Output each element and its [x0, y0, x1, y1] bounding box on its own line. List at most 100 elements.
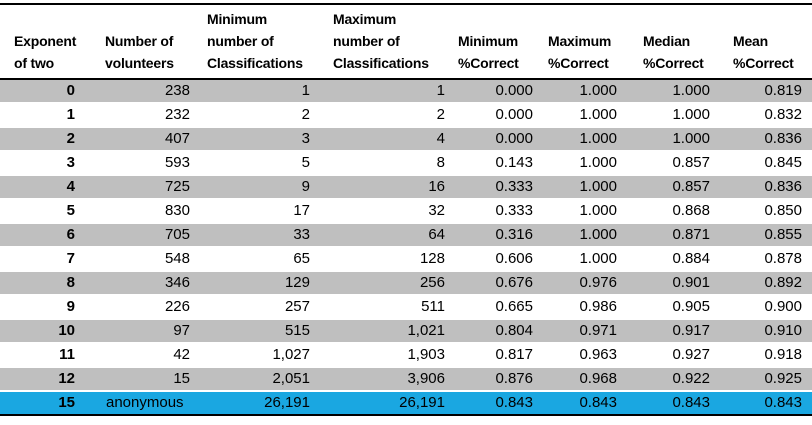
cell-min-pct-correct: 0.000 [455, 80, 543, 104]
table-row: 9 226 257 511 0.665 0.986 0.905 0.900 [0, 296, 812, 320]
cell-number-of-volunteers: 725 [85, 176, 200, 200]
cell-min-classifications: 9 [200, 176, 320, 200]
cell-mean-pct-correct: 0.900 [720, 296, 812, 320]
header-row: Exponent of two Number of volunteers Min… [0, 5, 812, 80]
cell-mean-pct-correct: 0.819 [720, 80, 812, 104]
cell-mean-pct-correct: 0.843 [720, 392, 812, 414]
cell-max-classifications: 16 [320, 176, 455, 200]
cell-min-classifications: 65 [200, 248, 320, 272]
table-row: 8 346 129 256 0.676 0.976 0.901 0.892 [0, 272, 812, 296]
cell-median-pct-correct: 0.905 [627, 296, 720, 320]
cell-max-pct-correct: 1.000 [543, 80, 627, 104]
cell-min-classifications: 515 [200, 320, 320, 344]
cell-median-pct-correct: 0.857 [627, 176, 720, 200]
cell-number-of-volunteers: 238 [85, 80, 200, 104]
cell-median-pct-correct: 0.901 [627, 272, 720, 296]
cell-mean-pct-correct: 0.918 [720, 344, 812, 368]
cell-min-classifications: 2,051 [200, 368, 320, 392]
cell-exponent-of-two: 9 [0, 296, 85, 320]
cell-median-pct-correct: 0.871 [627, 224, 720, 248]
cell-exponent-of-two: 3 [0, 152, 85, 176]
cell-min-pct-correct: 0.333 [455, 200, 543, 224]
cell-max-pct-correct: 1.000 [543, 104, 627, 128]
cell-min-pct-correct: 0.000 [455, 104, 543, 128]
cell-min-pct-correct: 0.676 [455, 272, 543, 296]
cell-exponent-of-two: 8 [0, 272, 85, 296]
cell-min-pct-correct: 0.817 [455, 344, 543, 368]
cell-median-pct-correct: 0.917 [627, 320, 720, 344]
col-header-mean-pct-correct: Mean %Correct [720, 5, 812, 80]
col-header-min-classifications: Minimum number of Classifications [200, 5, 320, 80]
cell-mean-pct-correct: 0.836 [720, 176, 812, 200]
cell-min-classifications: 3 [200, 128, 320, 152]
cell-exponent-of-two: 1 [0, 104, 85, 128]
col-header-median-pct-correct: Median %Correct [627, 5, 720, 80]
cell-min-pct-correct: 0.876 [455, 368, 543, 392]
cell-max-pct-correct: 1.000 [543, 200, 627, 224]
cell-exponent-of-two: 5 [0, 200, 85, 224]
col-header-max-pct-correct: Maximum %Correct [543, 5, 627, 80]
cell-max-pct-correct: 1.000 [543, 128, 627, 152]
cell-exponent-of-two: 12 [0, 368, 85, 392]
cell-min-classifications: 2 [200, 104, 320, 128]
cell-min-pct-correct: 0.606 [455, 248, 543, 272]
cell-min-pct-correct: 0.316 [455, 224, 543, 248]
cell-mean-pct-correct: 0.892 [720, 272, 812, 296]
cell-number-of-volunteers: 346 [85, 272, 200, 296]
cell-min-classifications: 257 [200, 296, 320, 320]
table-row: 7 548 65 128 0.606 1.000 0.884 0.878 [0, 248, 812, 272]
cell-max-pct-correct: 0.968 [543, 368, 627, 392]
cell-number-of-volunteers: 42 [85, 344, 200, 368]
cell-min-classifications: 1,027 [200, 344, 320, 368]
cell-median-pct-correct: 1.000 [627, 128, 720, 152]
table-row: 0 238 1 1 0.000 1.000 1.000 0.819 [0, 80, 812, 104]
cell-median-pct-correct: 0.868 [627, 200, 720, 224]
cell-exponent-of-two: 10 [0, 320, 85, 344]
table-row: 1 232 2 2 0.000 1.000 1.000 0.832 [0, 104, 812, 128]
cell-max-pct-correct: 0.843 [543, 392, 627, 414]
cell-mean-pct-correct: 0.850 [720, 200, 812, 224]
cell-number-of-volunteers: 830 [85, 200, 200, 224]
table-body: 0 238 1 1 0.000 1.000 1.000 0.819 1 232 2 2 0.000 1.0… [0, 80, 812, 414]
table-row: 10 97 515 1,021 0.804 0.971 0.917 0.910 [0, 320, 812, 344]
cell-exponent-of-two: 6 [0, 224, 85, 248]
cell-median-pct-correct: 0.843 [627, 392, 720, 414]
table-row: 2 407 3 4 0.000 1.000 1.000 0.836 [0, 128, 812, 152]
cell-exponent-of-two: 0 [0, 80, 85, 104]
cell-min-classifications: 1 [200, 80, 320, 104]
cell-number-of-volunteers: 705 [85, 224, 200, 248]
cell-min-classifications: 129 [200, 272, 320, 296]
cell-min-pct-correct: 0.804 [455, 320, 543, 344]
col-header-min-pct-correct: Minimum %Correct [455, 5, 543, 80]
cell-max-pct-correct: 1.000 [543, 152, 627, 176]
cell-median-pct-correct: 1.000 [627, 104, 720, 128]
cell-max-classifications: 2 [320, 104, 455, 128]
cell-median-pct-correct: 0.922 [627, 368, 720, 392]
cell-max-classifications: 128 [320, 248, 455, 272]
cell-max-pct-correct: 1.000 [543, 176, 627, 200]
cell-number-of-volunteers: 97 [85, 320, 200, 344]
cell-max-pct-correct: 0.971 [543, 320, 627, 344]
table-header: Exponent of two Number of volunteers Min… [0, 5, 812, 80]
cell-number-of-volunteers: 226 [85, 296, 200, 320]
table-row: 11 42 1,027 1,903 0.817 0.963 0.927 0.918 [0, 344, 812, 368]
cell-mean-pct-correct: 0.878 [720, 248, 812, 272]
cell-max-classifications: 256 [320, 272, 455, 296]
cell-median-pct-correct: 0.857 [627, 152, 720, 176]
cell-number-of-volunteers: 15 [85, 368, 200, 392]
cell-mean-pct-correct: 0.836 [720, 128, 812, 152]
cell-number-of-volunteers: 593 [85, 152, 200, 176]
cell-mean-pct-correct: 0.910 [720, 320, 812, 344]
cell-max-classifications: 4 [320, 128, 455, 152]
table-row: 3 593 5 8 0.143 1.000 0.857 0.845 [0, 152, 812, 176]
cell-min-pct-correct: 0.333 [455, 176, 543, 200]
col-header-number-of-volunteers: Number of volunteers [85, 5, 200, 80]
cell-number-of-volunteers: 407 [85, 128, 200, 152]
cell-max-pct-correct: 0.976 [543, 272, 627, 296]
cell-max-classifications: 1,021 [320, 320, 455, 344]
table-row: 6 705 33 64 0.316 1.000 0.871 0.855 [0, 224, 812, 248]
cell-max-classifications: 8 [320, 152, 455, 176]
cell-max-classifications: 3,906 [320, 368, 455, 392]
cell-min-classifications: 33 [200, 224, 320, 248]
cell-mean-pct-correct: 0.832 [720, 104, 812, 128]
